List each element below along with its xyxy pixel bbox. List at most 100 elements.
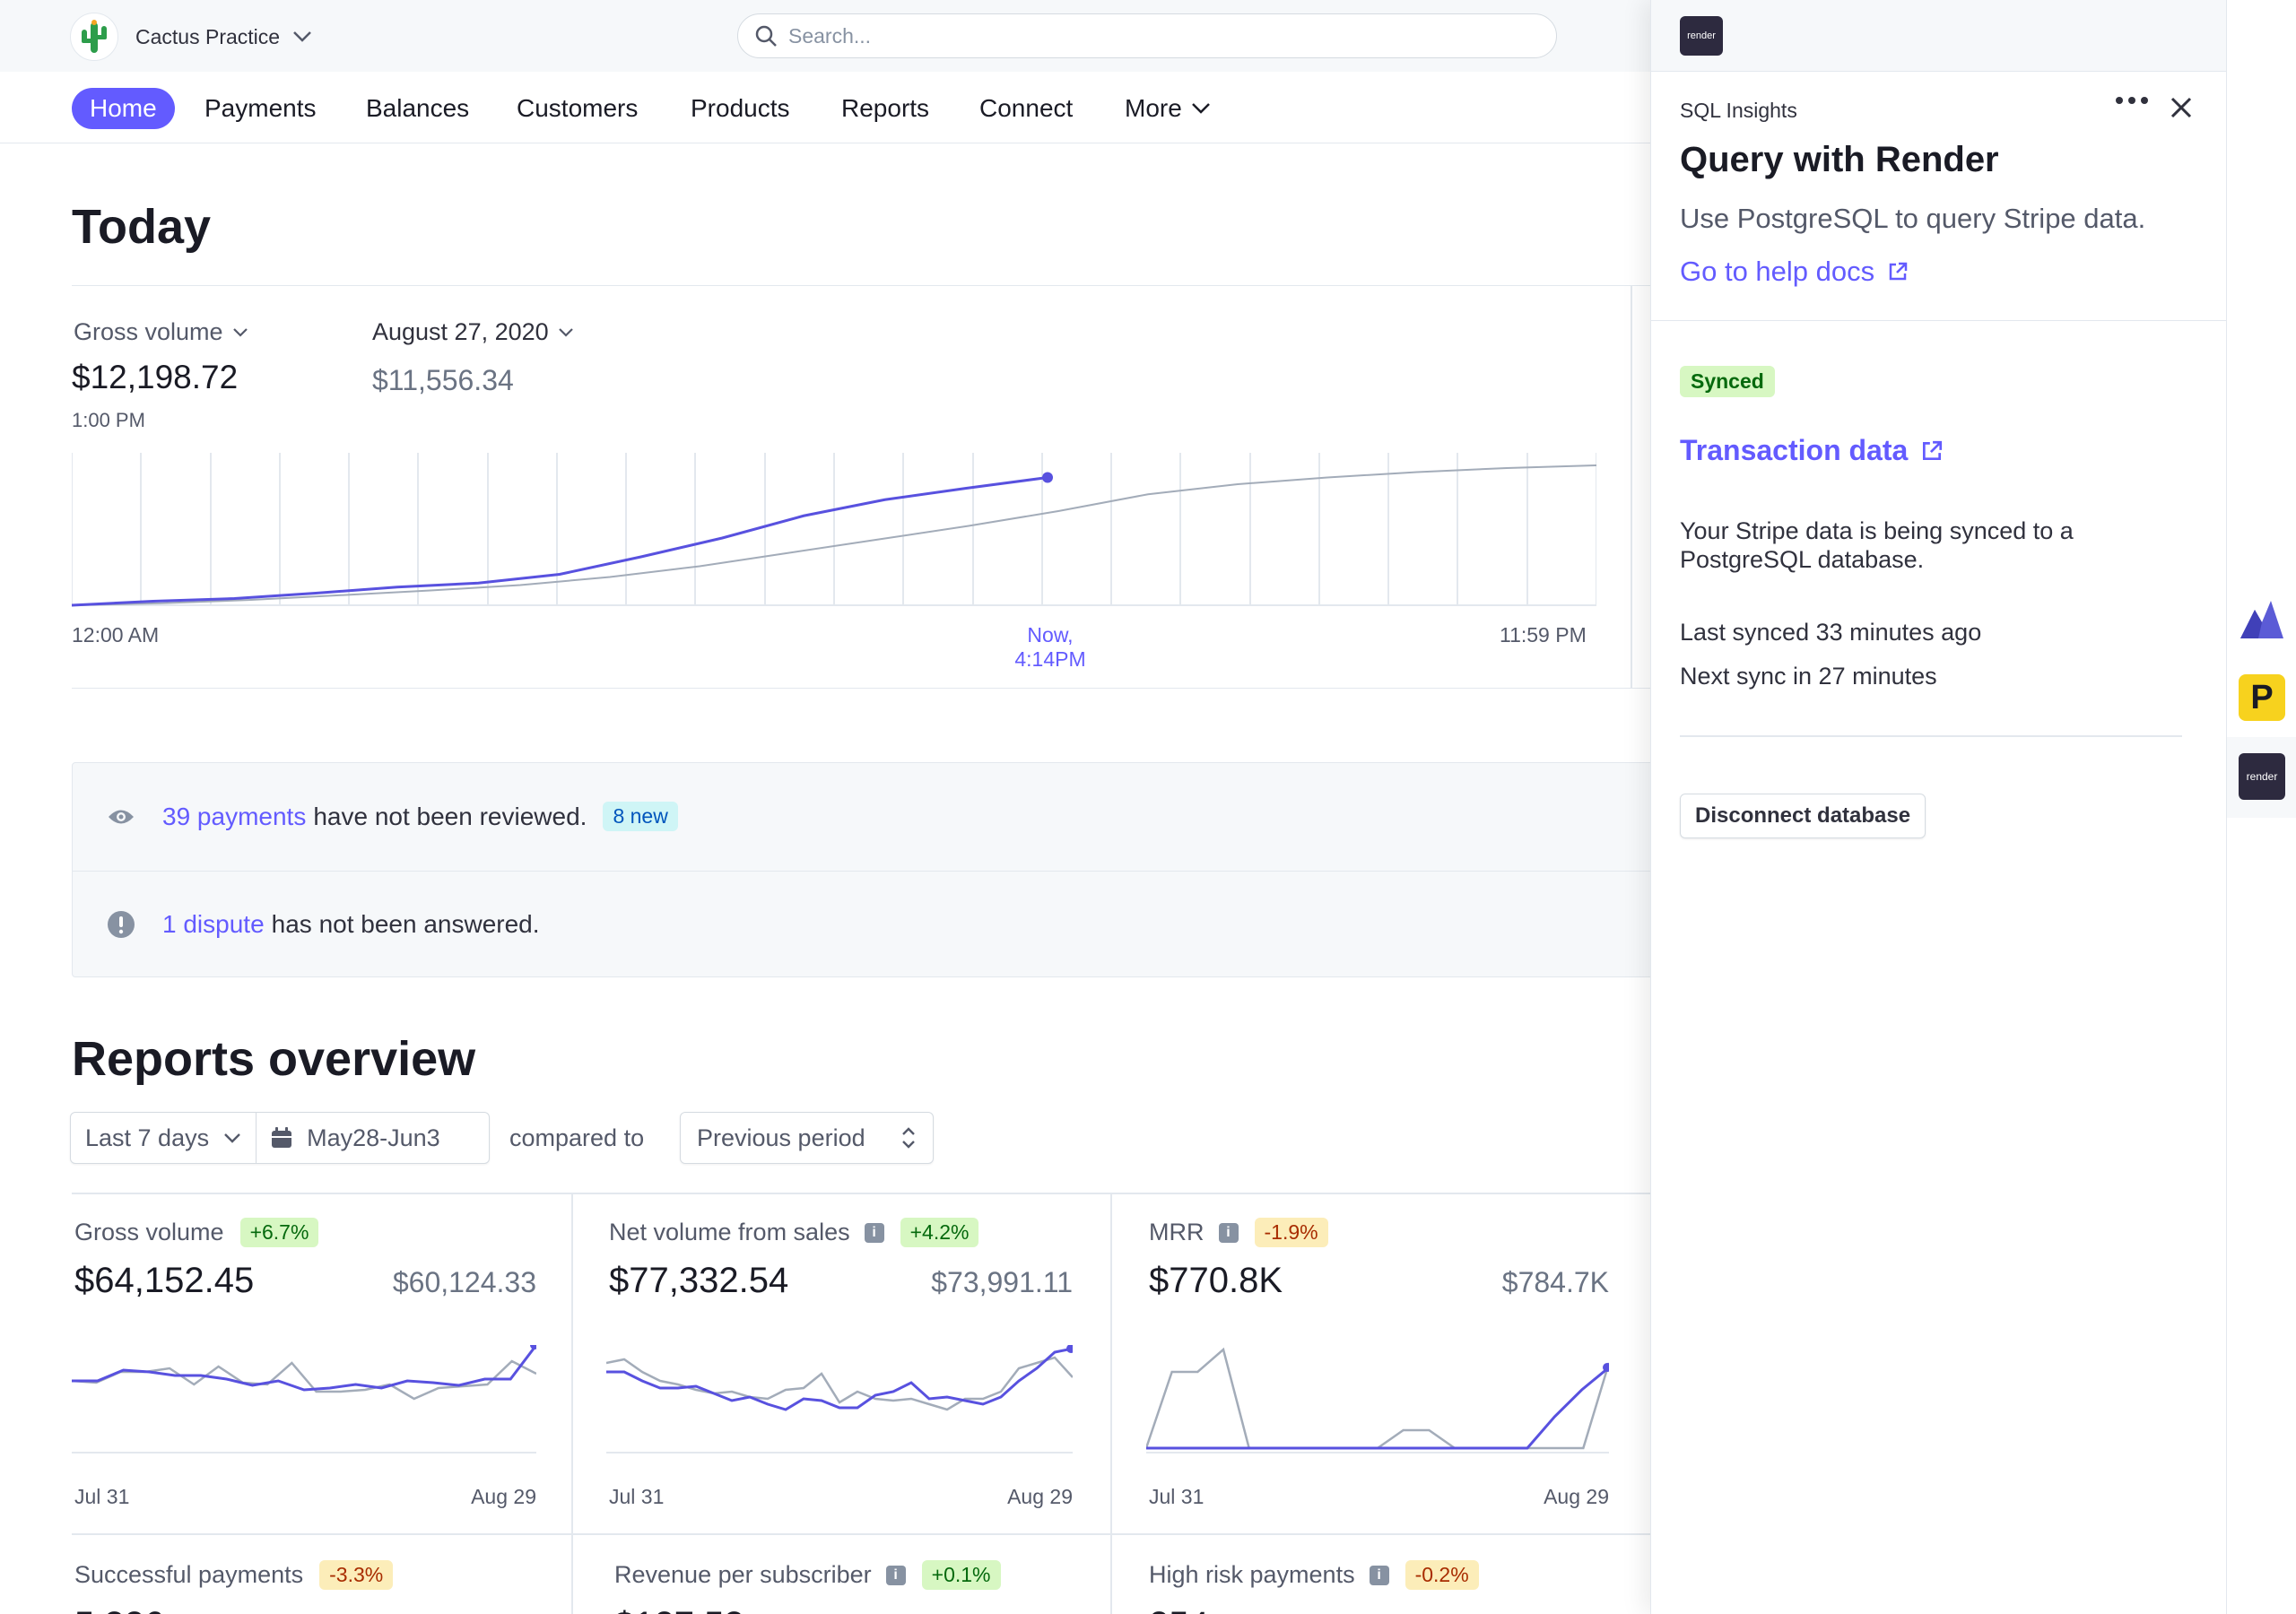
nav-home[interactable]: Home — [72, 88, 175, 129]
now-marker — [1042, 472, 1053, 483]
card-previous-value: $784.7K — [1501, 1266, 1609, 1298]
render-logo: render — [1680, 16, 1723, 56]
account-name: Cactus Practice — [135, 24, 281, 48]
today-time: 1:00 PM — [72, 409, 145, 431]
help-docs-link[interactable]: Go to help docs — [1680, 256, 1909, 288]
card-title-row: Successful payments -3.3% — [74, 1560, 394, 1590]
card-value: 254 — [1149, 1605, 1209, 1614]
transaction-data-link[interactable]: Transaction data — [1680, 434, 1944, 467]
net-volume-card[interactable]: Net volume from sales i +4.2% $77,332.54… — [606, 1193, 1073, 1533]
divider — [72, 1193, 1650, 1194]
mountain-app-icon[interactable] — [2235, 592, 2289, 646]
sparkline-chart — [606, 1345, 1073, 1453]
p-app-icon[interactable]: P — [2235, 671, 2289, 725]
card-previous-value: $73,991.11 — [931, 1266, 1073, 1298]
dot — [2128, 97, 2135, 104]
card-value: $64,152.45 — [74, 1261, 255, 1300]
metric-selector[interactable]: Gross volume — [74, 318, 248, 346]
apps-rail: P render — [2226, 0, 2296, 1614]
axis-start-label: 12:00 AM — [72, 623, 160, 646]
nav-more-label: More — [1125, 94, 1182, 122]
nav-payments[interactable]: Payments — [204, 94, 317, 122]
mountain-icon — [2240, 601, 2283, 638]
search-placeholder: Search... — [788, 23, 872, 48]
card-title: Net volume from sales — [609, 1219, 850, 1245]
divider — [72, 285, 1650, 286]
divider — [571, 1193, 573, 1614]
date-range-control: Last 7 days May28-Jun3 — [70, 1112, 490, 1164]
card-title: Successful payments — [74, 1561, 304, 1588]
search-icon — [755, 25, 777, 47]
account-switcher[interactable]: Cactus Practice — [70, 13, 312, 61]
card-title-row: Net volume from sales i +4.2% — [609, 1218, 979, 1247]
nav-customers[interactable]: Customers — [517, 94, 639, 122]
card-title-row: MRR i -1.9% — [1149, 1218, 1328, 1247]
date-range-text: May28-Jun3 — [307, 1124, 440, 1151]
nav-products[interactable]: Products — [691, 94, 790, 122]
nav-reports[interactable]: Reports — [841, 94, 930, 122]
dispute-link[interactable]: 1 dispute — [162, 910, 265, 938]
axis-now-label: Now, 4:14PM — [1012, 623, 1089, 672]
x-axis-end: Aug 29 — [1007, 1485, 1073, 1508]
range-dropdown[interactable]: Last 7 days — [71, 1113, 257, 1163]
compared-to-label: compared to — [509, 1124, 645, 1151]
dot — [2116, 97, 2123, 104]
disconnect-database-button[interactable]: Disconnect database — [1680, 794, 1926, 838]
info-icon[interactable]: i — [1218, 1222, 1239, 1243]
external-link-icon — [1923, 440, 1943, 460]
x-axis-end: Aug 29 — [1544, 1485, 1609, 1508]
dot — [2141, 97, 2148, 104]
compare-value: $11,556.34 — [372, 364, 514, 396]
info-icon[interactable]: i — [864, 1222, 884, 1243]
x-axis-end: Aug 29 — [471, 1485, 536, 1508]
compare-series-line — [72, 464, 1596, 606]
divider — [1631, 285, 1632, 689]
sparkline-chart — [72, 1345, 536, 1453]
divider — [1110, 1193, 1112, 1614]
card-title: Gross volume — [74, 1219, 224, 1245]
panel-title: Query with Render — [1680, 140, 1999, 179]
compare-date-selector[interactable]: August 27, 2020 — [372, 318, 574, 346]
compare-date-label: August 27, 2020 — [372, 318, 549, 345]
metric-label: Gross volume — [74, 318, 223, 345]
next-sync-text: Next sync in 27 minutes — [1680, 663, 1937, 690]
high-risk-payments-card[interactable]: High risk payments i -0.2% 254 — [1146, 1533, 1609, 1614]
card-value: $770.8K — [1149, 1261, 1283, 1300]
mrr-card[interactable]: MRR i -1.9% $770.8K $784.7K Jul 31 Aug 2… — [1146, 1193, 1609, 1533]
revenue-per-subscriber-card[interactable]: Revenue per subscriber i +0.1% $127.53 — [612, 1533, 1078, 1614]
render-app-icon[interactable]: render — [2235, 750, 2289, 803]
info-icon[interactable]: i — [885, 1565, 906, 1585]
x-axis-start: Jul 31 — [609, 1485, 665, 1508]
top-bar: Cactus Practice Search... — [0, 0, 1650, 72]
successful-payments-card[interactable]: Successful payments -3.3% 5,326 — [72, 1533, 536, 1614]
info-icon[interactable]: i — [1369, 1565, 1389, 1585]
change-badge: -0.2% — [1405, 1560, 1479, 1590]
transaction-data-label: Transaction data — [1680, 434, 1909, 466]
chevron-down-icon — [293, 31, 311, 42]
more-options-icon[interactable] — [2116, 97, 2148, 104]
nav-more[interactable]: More — [1125, 88, 1211, 129]
close-icon[interactable] — [2170, 96, 2193, 119]
p-letter-icon: P — [2239, 674, 2285, 721]
panel-header: render — [1651, 0, 2226, 72]
gross-volume-card[interactable]: Gross volume +6.7% $64,152.45 $60,124.33… — [72, 1193, 536, 1533]
card-value: $77,332.54 — [609, 1261, 789, 1300]
search-input[interactable]: Search... — [737, 13, 1557, 58]
divider — [72, 1533, 1650, 1535]
help-docs-label: Go to help docs — [1680, 256, 1875, 287]
today-value: $12,198.72 — [72, 359, 239, 395]
date-picker[interactable]: May28-Jun3 — [257, 1113, 455, 1163]
payments-review-link[interactable]: 39 payments — [162, 802, 307, 830]
change-badge: +4.2% — [900, 1218, 979, 1247]
end-marker — [530, 1345, 536, 1349]
payments-review-text: have not been reviewed. — [313, 802, 587, 830]
chevron-down-icon — [232, 327, 248, 337]
compare-period-select[interactable]: Previous period — [680, 1112, 934, 1164]
card-title: High risk payments — [1149, 1561, 1355, 1588]
nav-connect[interactable]: Connect — [979, 94, 1074, 122]
chevron-down-icon — [1191, 103, 1210, 114]
divider — [1680, 735, 2182, 737]
nav-balances[interactable]: Balances — [366, 94, 470, 122]
current-series-line — [606, 1347, 1073, 1411]
compare-series-line — [72, 1359, 536, 1401]
